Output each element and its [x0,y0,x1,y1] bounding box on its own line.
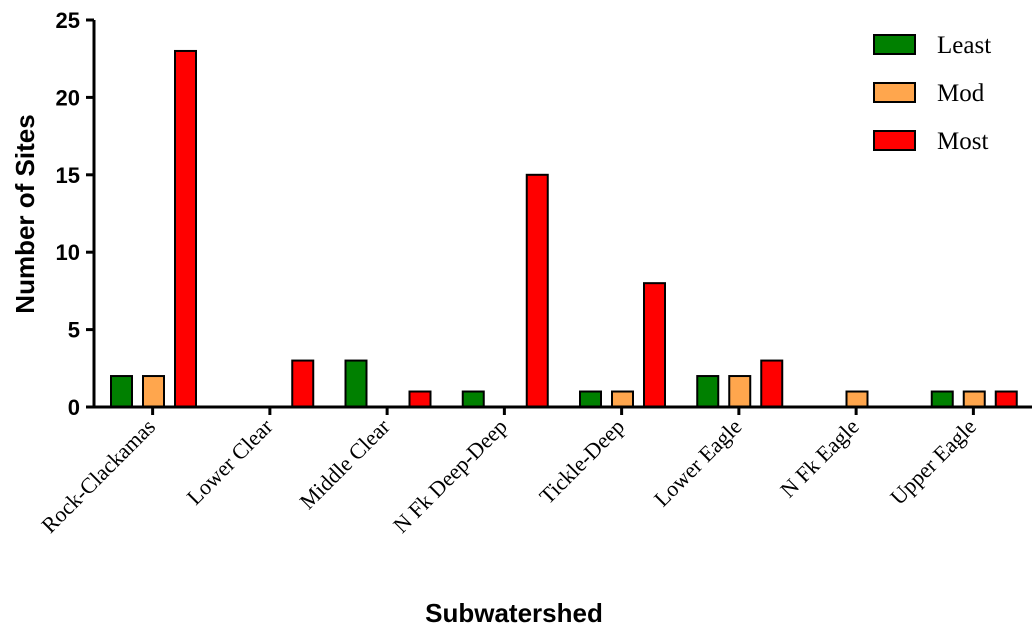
x-tick-label: Upper Eagle [885,414,981,510]
bar-most-5 [760,359,784,408]
x-tick-label: Lower Clear [182,413,278,509]
bar-least-5 [696,375,720,409]
bar-most-3 [525,173,549,408]
legend: Least Mod Most [873,32,991,155]
bar-most-0 [174,49,197,409]
legend-label-most: Most [937,128,988,155]
y-tick-label: 15 [56,163,80,188]
legend-label-mod: Mod [937,80,985,107]
bar-most-4 [643,282,666,408]
y-tick-label: 0 [68,395,80,420]
bar-most-7 [994,390,1018,408]
bar-most-1 [291,359,315,408]
y-tick-label: 10 [56,240,80,265]
x-tick-label: Lower Eagle [649,414,747,512]
y-axis-title: Number of Sites [10,114,40,313]
x-tick-label: Tickle-Deep [534,414,629,509]
legend-swatch-least [873,34,916,55]
bar-least-7 [930,390,954,408]
y-ticks: 0 5 10 15 20 25 [56,8,94,420]
x-axis-title: Subwatershed [425,598,603,628]
x-tick-label: N Fk Eagle [775,414,864,503]
bar-mod-7 [962,390,986,408]
legend-swatch-mod [873,82,916,103]
x-tick-label: Rock-Clackamas [36,414,160,538]
bar-least-4 [579,390,602,408]
x-tick-label: Middle Clear [294,413,395,514]
bar-least-3 [461,390,485,408]
legend-swatch-most [873,130,916,151]
bar-mod-5 [728,375,752,409]
bar-least-0 [110,375,133,409]
bars-layer [110,49,1018,409]
axes-layer [92,20,1032,409]
y-tick-label: 20 [56,85,80,110]
bar-mod-4 [611,390,634,408]
y-tick-label: 25 [56,8,80,33]
bar-most-2 [408,390,432,408]
x-tick-label: N Fk Deep-Deep [388,414,512,538]
bar-least-2 [344,359,368,408]
bar-mod-0 [142,375,165,409]
bar-mod-6 [845,390,869,408]
y-tick-label: 5 [68,318,80,343]
legend-label-least: Least [937,32,991,59]
